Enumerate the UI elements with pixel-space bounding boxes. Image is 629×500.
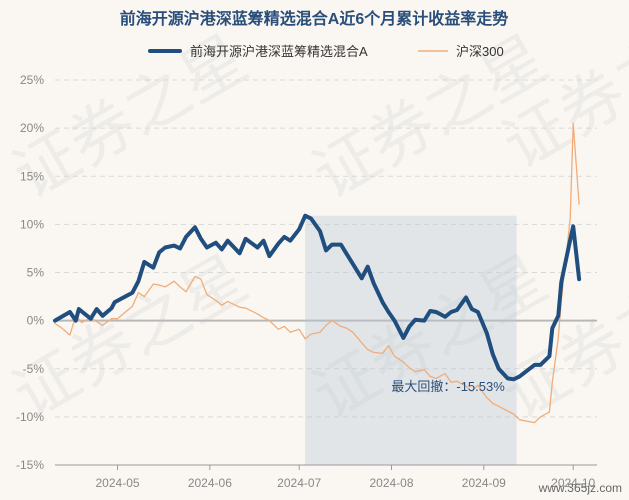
y-tick-label: -10%: [16, 410, 44, 424]
y-tick-label: 25%: [20, 73, 44, 87]
drawdown-shade: [305, 215, 517, 465]
legend-label-index: 沪深300: [456, 44, 504, 59]
x-tick-label: 2024-06: [188, 476, 232, 490]
x-tick-label: 2024-05: [96, 476, 140, 490]
series-line-fund: [53, 213, 582, 382]
chart-title: 前海开源沪港深蓝筹精选混合A近6个月累计收益率走势: [120, 9, 508, 28]
y-tick-label: 20%: [20, 121, 44, 135]
y-tick-label: 5%: [27, 266, 45, 280]
legend-label-fund: 前海开源沪港深蓝筹精选混合A: [190, 44, 368, 59]
y-tick-label: 10%: [20, 217, 44, 231]
footer-url: www.365jz.com: [538, 481, 622, 495]
x-tick-label: 2024-08: [369, 476, 413, 490]
max-drawdown-label: 最大回撤：-15.53%: [391, 379, 505, 394]
drawdown-area: [305, 215, 517, 465]
series-line-index: [54, 122, 580, 424]
y-tick-label: 0%: [27, 314, 45, 328]
y-tick-label: -5%: [23, 362, 45, 376]
x-tick-label: 2024-09: [462, 476, 506, 490]
y-tick-label: 15%: [20, 169, 44, 183]
y-tick-label: -15%: [16, 458, 44, 472]
x-tick-label: 2024-07: [277, 476, 321, 490]
legend: 前海开源沪港深蓝筹精选混合A 沪深300: [148, 44, 504, 59]
x-tick-label: 2024-10: [551, 476, 595, 490]
x-axis-ticks: 2024-05 2024-06 2024-07 2024-08 2024-09 2024-…: [55, 464, 597, 490]
series-lines: [53, 122, 582, 424]
y-axis-ticks: 25% 20% 15% 10% 5% 0% -5% -10% -15%: [16, 73, 44, 472]
annotations: 最大回撤：-15.53%: [391, 379, 505, 394]
